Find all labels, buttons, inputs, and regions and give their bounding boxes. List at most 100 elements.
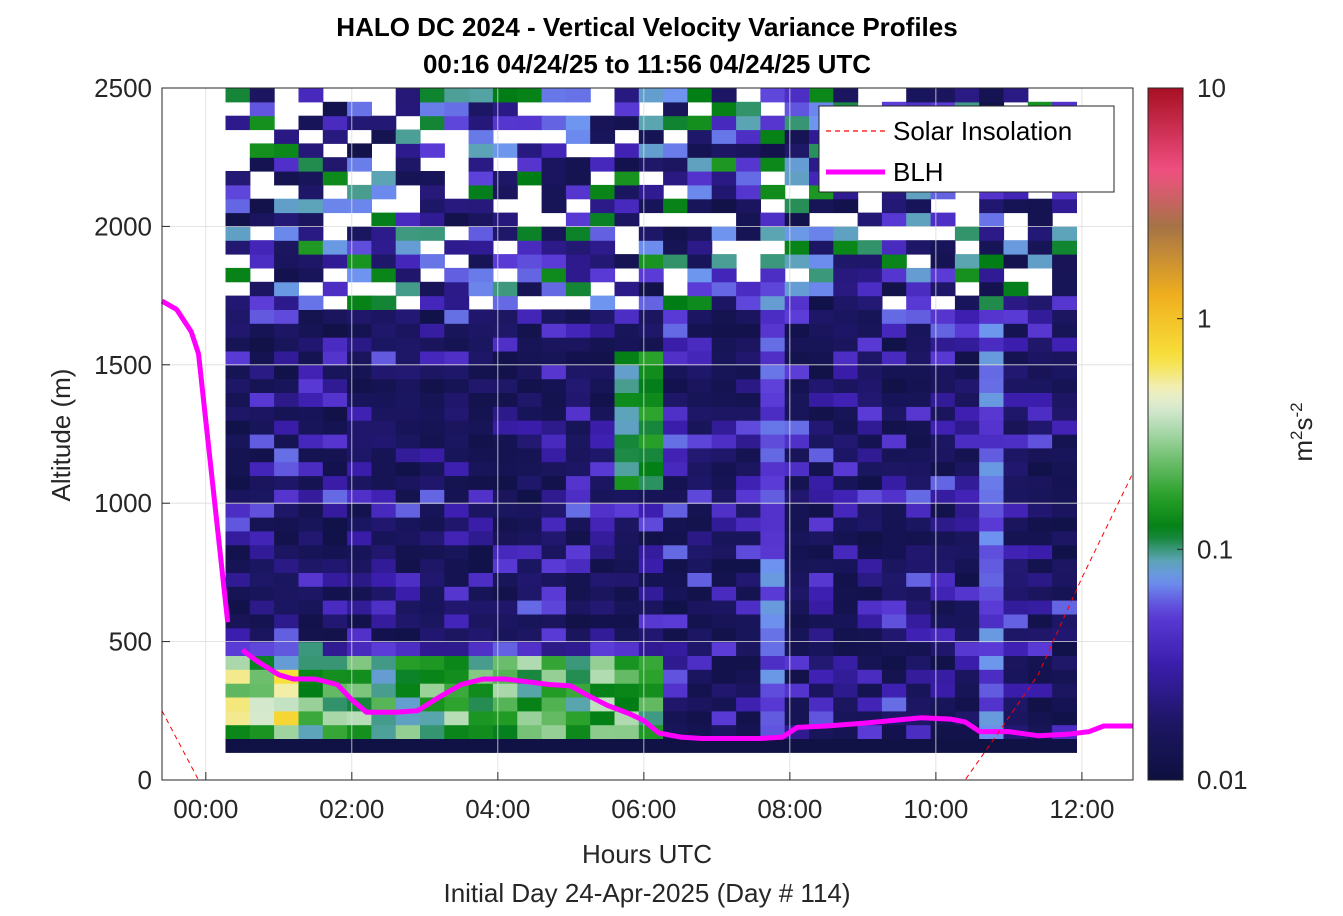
heatmap-cell <box>420 600 445 615</box>
heatmap-cell <box>809 364 834 380</box>
heatmap-cell <box>225 461 251 477</box>
heatmap-cell <box>663 572 688 587</box>
heatmap-cell <box>736 655 761 670</box>
heatmap-cell <box>371 627 397 643</box>
heatmap-cell <box>420 475 445 490</box>
heatmap-cell <box>590 724 616 739</box>
heatmap-cell <box>468 337 494 352</box>
heatmap-cell <box>833 475 859 490</box>
heatmap-cell <box>954 655 980 670</box>
heatmap-cell <box>274 337 299 352</box>
heatmap-cell <box>857 627 883 643</box>
x-tick-label: 12:00 <box>1049 794 1114 824</box>
heatmap-cell <box>1052 198 1077 214</box>
heatmap-cell <box>833 198 859 214</box>
heatmap-cell <box>492 600 518 615</box>
heatmap-cell <box>833 544 859 560</box>
heatmap-cell <box>517 517 543 532</box>
heatmap-cell <box>760 697 786 712</box>
heatmap-cell <box>492 351 518 366</box>
heatmap-cell <box>541 710 567 726</box>
heatmap-cell <box>517 503 543 518</box>
heatmap-cell <box>809 295 834 310</box>
heatmap-cell <box>395 475 421 490</box>
heatmap-cell <box>517 447 543 463</box>
heatmap-cell <box>347 724 372 739</box>
heatmap-cell <box>541 351 567 366</box>
heatmap-cell <box>347 447 372 463</box>
heatmap-cell <box>784 254 810 269</box>
heatmap-cell <box>954 572 980 587</box>
heatmap-cell <box>444 212 470 227</box>
heatmap-cell <box>1052 378 1077 393</box>
heatmap-cell <box>444 475 470 490</box>
heatmap-cell <box>274 613 299 629</box>
heatmap-cell <box>833 406 859 421</box>
heatmap-cell <box>371 461 397 477</box>
heatmap-cell <box>395 88 421 103</box>
heatmap-cell <box>565 240 591 255</box>
heatmap-cell <box>492 503 518 518</box>
heatmap-cell <box>1003 447 1029 463</box>
heatmap-cell <box>687 475 713 490</box>
heatmap-cell <box>881 212 907 227</box>
heatmap-cell <box>492 420 518 435</box>
heatmap-cell <box>347 572 372 587</box>
heatmap-cell <box>565 434 591 449</box>
heatmap-cell <box>1052 558 1077 573</box>
heatmap-cell <box>638 420 664 435</box>
heatmap-cell <box>663 337 688 352</box>
heatmap-cell <box>468 254 494 269</box>
heatmap-cell <box>906 641 932 656</box>
heatmap-cell <box>274 558 299 573</box>
heatmap-cell <box>541 115 567 131</box>
heatmap-cell <box>881 641 907 656</box>
heatmap-cell <box>395 420 421 435</box>
heatmap-cell <box>711 724 737 739</box>
heatmap-cell <box>614 627 640 643</box>
heatmap-cell <box>444 378 470 393</box>
heatmap-cell <box>784 101 810 117</box>
heatmap-cell <box>614 738 640 753</box>
heatmap-cell <box>517 697 543 712</box>
heatmap-cell <box>638 461 664 477</box>
heatmap-cell <box>881 378 907 393</box>
heatmap-cell <box>687 378 713 393</box>
heatmap-cell <box>1027 503 1053 518</box>
heatmap-cell <box>663 351 688 366</box>
heatmap-cell <box>979 710 1005 726</box>
heatmap-cell <box>517 171 543 186</box>
heatmap-cell <box>857 461 883 477</box>
heatmap-cell <box>687 724 713 739</box>
heatmap-cell <box>395 143 421 158</box>
heatmap-cell <box>492 406 518 421</box>
heatmap-cell <box>687 572 713 587</box>
heatmap-cell <box>298 489 324 504</box>
heatmap-cell <box>541 420 567 435</box>
heatmap-cell <box>614 572 640 587</box>
heatmap-cell <box>1003 475 1029 490</box>
heatmap-cell <box>638 267 664 283</box>
heatmap-cell <box>371 738 397 753</box>
heatmap-cell <box>979 697 1005 712</box>
heatmap-cell <box>784 572 810 587</box>
heatmap-cell <box>1027 198 1053 214</box>
heatmap-cell <box>833 530 859 546</box>
heatmap-cell <box>371 669 397 684</box>
heatmap-cell <box>833 88 859 103</box>
heatmap-cell <box>711 337 737 352</box>
heatmap-cell <box>322 157 348 172</box>
heatmap-cell <box>687 683 713 698</box>
heatmap-cell <box>930 309 956 324</box>
heatmap-cell <box>760 738 786 753</box>
heatmap-cell <box>881 364 907 380</box>
heatmap-cell <box>954 226 980 241</box>
heatmap-cell <box>979 434 1005 449</box>
heatmap-cell <box>736 226 761 241</box>
heatmap-cell <box>663 600 688 615</box>
heatmap-cell <box>760 378 786 393</box>
heatmap-cell <box>1003 503 1029 518</box>
heatmap-cell <box>492 226 518 241</box>
heatmap-cell <box>881 572 907 587</box>
heatmap-cell <box>881 281 907 297</box>
